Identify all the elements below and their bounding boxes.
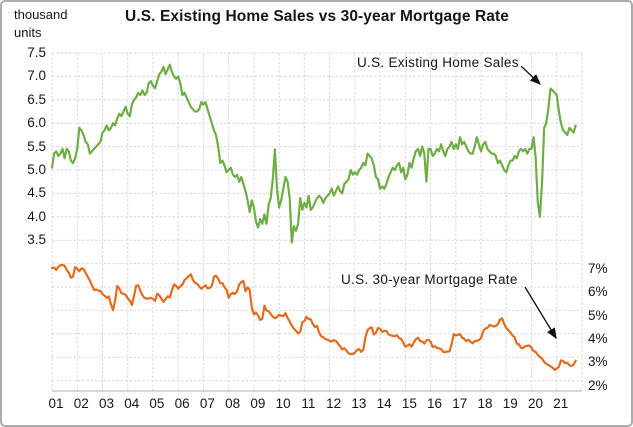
x-axis-tick-label: 10 [275,396,291,411]
right-axis-tick-label: 3% [588,354,608,370]
home-sales-annotation: U.S. Existing Home Sales [357,55,519,70]
x-axis-tick-label: 08 [225,396,241,411]
home-sales-annotation-arrow-icon [520,65,541,85]
left-axis-tick-label: 7.5 [27,45,46,60]
x-axis-tick-label: 11 [301,396,316,411]
right-axis-tick-label: 2% [588,377,608,393]
x-axis-tick-label: 13 [351,396,367,411]
x-axis-tick-label: 07 [199,396,215,411]
x-axis-tick-label: 03 [98,396,114,411]
left-axis-tick-label: 6.0 [27,115,46,131]
x-axis-tick-label: 01 [48,396,64,411]
left-axis-unit-label-line1: thousand [14,7,68,22]
right-axis-tick-label: 4% [588,330,608,346]
chart-title: U.S. Existing Home Sales vs 30-year Mort… [125,8,509,25]
left-axis-tick-label: 5.5 [27,138,46,154]
left-axis-tick-label: 3.5 [27,232,46,248]
right-axis-tick-label: 7% [588,260,608,276]
x-axis-tick-label: 18 [477,396,493,411]
x-axis-tick-label: 20 [528,396,544,411]
left-axis-tick-label: 7.0 [27,68,46,84]
x-axis-tick-label: 06 [174,396,190,411]
mortgage-rate-line [50,263,577,371]
x-axis-tick-label: 15 [401,396,417,411]
x-axis-tick-label: 17 [452,396,468,411]
mortgage-rate-annotation: U.S. 30-year Mortgage Rate [341,272,518,287]
x-axis-tick-label: 09 [250,396,266,411]
right-axis-tick-label: 6% [588,284,608,300]
left-axis-tick-label: 5.0 [27,162,46,177]
x-axis-tick-label: 05 [149,396,165,411]
x-axis-tick-label: 16 [427,396,443,411]
left-axis-tick-label: 4.5 [27,185,46,201]
home-sales-line [50,63,577,244]
mortgage-rate-annotation-arrow-icon [524,286,557,340]
left-axis-tick-label: 6.5 [27,91,46,107]
x-axis-tick-label: 04 [124,396,140,411]
x-axis-tick-label: 12 [326,396,342,411]
right-axis-tick-label: 5% [588,307,608,323]
left-axis-unit-label-line2: units [14,25,42,40]
left-axis-tick-label: 4.0 [27,208,46,224]
x-axis-tick-label: 14 [376,396,392,411]
x-axis-tick-label: 19 [502,396,518,411]
x-axis-tick-label: 21 [553,396,569,411]
x-axis-tick-label: 02 [73,396,89,411]
